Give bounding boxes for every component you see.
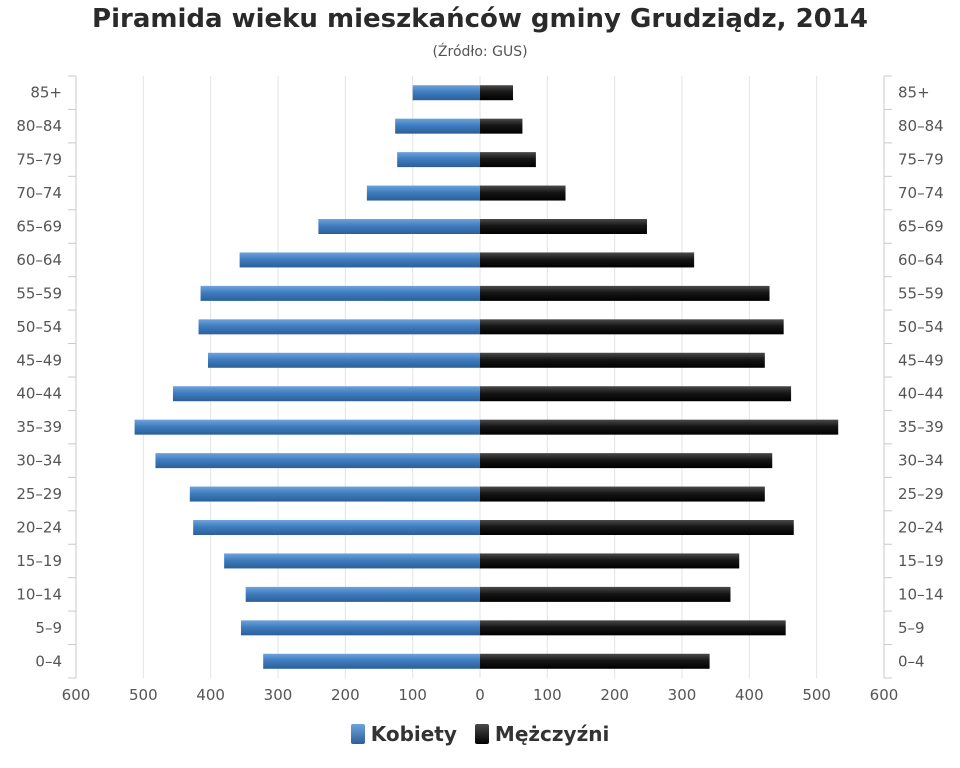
bar-kobiety	[134, 419, 480, 435]
category-label-right: 30–34	[898, 452, 944, 470]
legend: Kobiety Mężczyźni	[0, 722, 960, 746]
category-label-right: 10–14	[898, 585, 944, 603]
bars-layer	[134, 85, 839, 669]
x-tick-label: 300	[264, 686, 293, 704]
bar-kobiety	[263, 653, 480, 669]
bar-kobiety	[245, 586, 480, 602]
category-label-left: 55–59	[16, 284, 62, 302]
bar-kobiety	[366, 185, 480, 201]
x-tick-label: 400	[196, 686, 225, 704]
category-label-right: 70–74	[898, 184, 944, 202]
x-tick-label: 500	[129, 686, 158, 704]
bar-mezczyzni	[480, 352, 765, 368]
bar-mezczyzni	[480, 453, 773, 469]
legend-label-kobiety: Kobiety	[370, 722, 457, 746]
bar-mezczyzni	[480, 553, 740, 569]
x-tick-label: 600	[870, 686, 899, 704]
x-tick-label: 200	[600, 686, 629, 704]
bar-mezczyzni	[480, 185, 566, 201]
bar-mezczyzni	[480, 486, 765, 502]
x-tick-label: 100	[533, 686, 562, 704]
grid-layer	[68, 75, 892, 679]
legend-item-mezczyzni[interactable]: Mężczyźni	[474, 722, 610, 746]
category-label-right: 45–49	[898, 351, 944, 369]
category-label-left: 45–49	[16, 351, 62, 369]
bar-mezczyzni	[480, 85, 513, 101]
bar-mezczyzni	[480, 620, 786, 636]
legend-swatch-kobiety	[350, 724, 365, 744]
category-label-left: 75–79	[16, 151, 62, 169]
bar-mezczyzni	[480, 419, 839, 435]
x-tick-label: 400	[735, 686, 764, 704]
bar-mezczyzni	[480, 586, 731, 602]
category-label-left: 0–4	[35, 652, 62, 670]
legend-label-mezczyzni: Mężczyźni	[494, 722, 610, 746]
category-label-right: 80–84	[898, 117, 944, 135]
bar-kobiety	[189, 486, 480, 502]
category-label-right: 20–24	[898, 519, 944, 537]
chart-subtitle: (Źródło: GUS)	[432, 44, 528, 60]
category-label-left: 80–84	[16, 117, 62, 135]
bar-kobiety	[193, 520, 480, 535]
bar-kobiety	[397, 152, 480, 168]
category-label-left: 5–9	[35, 619, 62, 637]
x-tick-label: 500	[802, 686, 831, 704]
category-label-right: 60–64	[898, 251, 944, 269]
category-label-right: 85+	[898, 84, 930, 102]
category-label-left: 85+	[30, 84, 62, 102]
x-tick-label: 600	[62, 686, 91, 704]
category-label-right: 25–29	[898, 485, 944, 503]
category-label-left: 15–19	[16, 552, 62, 570]
bar-mezczyzni	[480, 152, 536, 168]
bar-mezczyzni	[480, 319, 784, 335]
bar-kobiety	[224, 553, 480, 569]
bar-kobiety	[200, 285, 481, 301]
category-label-right: 55–59	[898, 284, 944, 302]
category-label-left: 25–29	[16, 485, 62, 503]
category-label-left: 70–74	[16, 184, 62, 202]
x-tick-label: 100	[398, 686, 427, 704]
bar-kobiety	[239, 252, 480, 268]
category-label-right: 50–54	[898, 318, 944, 336]
bar-kobiety	[412, 85, 480, 101]
category-label-right: 40–44	[898, 385, 944, 403]
category-label-left: 30–34	[16, 452, 62, 470]
category-label-left: 65–69	[16, 218, 62, 236]
category-label-right: 35–39	[898, 418, 944, 436]
category-label-right: 75–79	[898, 151, 944, 169]
labels-layer: 600 500 400 300 200 100 0 100 200 300 400 500 6000–4…	[16, 84, 943, 704]
bar-kobiety	[318, 219, 480, 234]
category-label-right: 0–4	[898, 652, 925, 670]
category-label-left: 50–54	[16, 318, 62, 336]
x-tick-label: 300	[668, 686, 697, 704]
bar-mezczyzni	[480, 653, 710, 669]
chart-title: Piramida wieku mieszkańców gminy Grudzią…	[92, 4, 868, 34]
category-label-left: 10–14	[16, 585, 62, 603]
category-label-right: 65–69	[898, 218, 944, 236]
bar-kobiety	[172, 386, 480, 402]
category-label-right: 15–19	[898, 552, 944, 570]
bar-mezczyzni	[480, 386, 792, 402]
bar-mezczyzni	[480, 252, 695, 268]
category-label-right: 5–9	[898, 619, 925, 637]
bar-kobiety	[240, 620, 480, 636]
category-label-left: 20–24	[16, 519, 62, 537]
bar-mezczyzni	[480, 285, 770, 301]
bar-kobiety	[395, 118, 480, 134]
legend-swatch-mezczyzni	[474, 724, 489, 744]
bar-kobiety	[198, 319, 480, 335]
category-label-left: 40–44	[16, 385, 62, 403]
bar-kobiety	[155, 453, 480, 469]
x-tick-label: 200	[331, 686, 360, 704]
category-label-left: 60–64	[16, 251, 62, 269]
bar-mezczyzni	[480, 520, 794, 535]
bar-mezczyzni	[480, 219, 647, 234]
legend-item-kobiety[interactable]: Kobiety	[350, 722, 457, 746]
category-label-left: 35–39	[16, 418, 62, 436]
x-tick-label: 0	[475, 686, 485, 704]
bar-mezczyzni	[480, 118, 523, 134]
bar-kobiety	[207, 352, 480, 368]
